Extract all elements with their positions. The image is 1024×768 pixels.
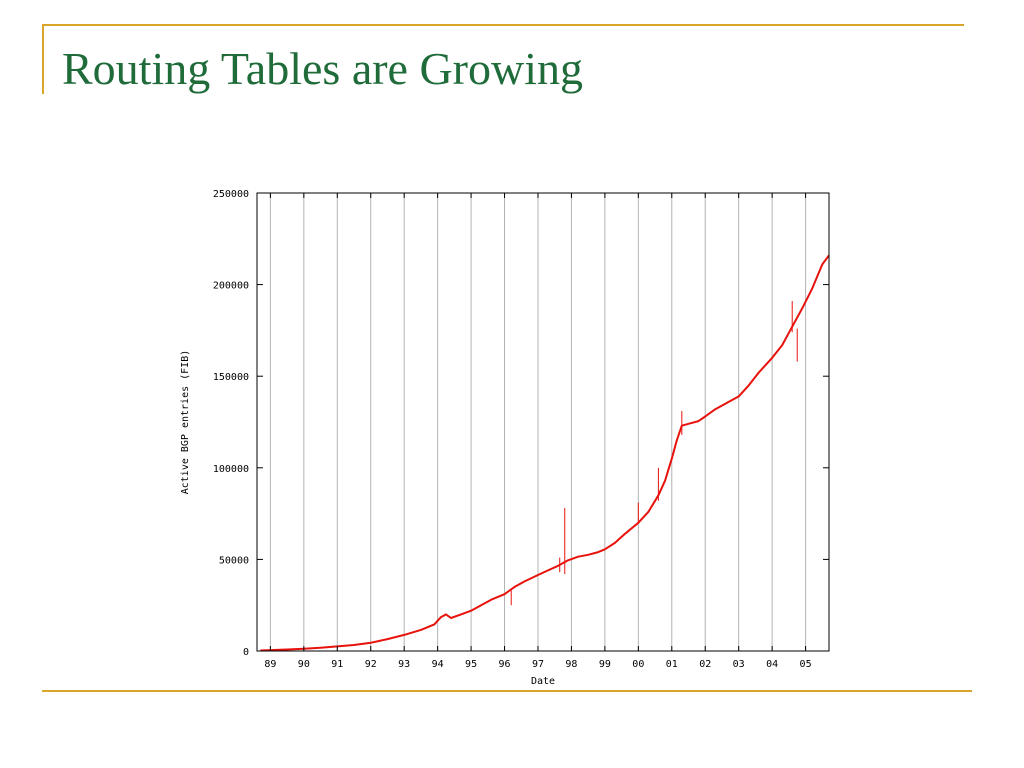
- x-tick-label: 02: [699, 659, 711, 670]
- series-layer: [260, 254, 830, 652]
- x-tick-label: 92: [365, 659, 377, 670]
- y-tick-label: 150000: [213, 372, 249, 383]
- x-tick-labels: 89 90 91 92 93 94 95 96 97 98 99 00 01 02 03 04 05: [264, 659, 811, 670]
- x-tick-label: 03: [733, 659, 745, 670]
- y-tick-label: 100000: [213, 464, 249, 475]
- x-tick-label: 98: [565, 659, 577, 670]
- y-tick-label: 0: [243, 647, 249, 658]
- plot-frame: [256, 192, 830, 652]
- y-axis-title: Active BGP entries (FIB): [180, 350, 191, 495]
- x-tick-label: 95: [465, 659, 477, 670]
- y-tick-label: 200000: [213, 281, 249, 292]
- x-tick-label: 91: [331, 659, 343, 670]
- left-accent-bar: [42, 24, 44, 94]
- top-accent-line: [42, 24, 964, 26]
- x-tick-label: 99: [599, 659, 611, 670]
- tick-marks: [257, 192, 829, 652]
- x-tick-label: 01: [666, 659, 678, 670]
- x-tick-label: 96: [499, 659, 511, 670]
- x-tick-label: 94: [432, 659, 444, 670]
- y-tick-labels: 0 50000 100000 150000 200000 250000: [213, 189, 249, 658]
- x-tick-label: 90: [298, 659, 310, 670]
- x-tick-label: 97: [532, 659, 544, 670]
- x-axis-title: Date: [531, 676, 555, 687]
- series-line: [260, 254, 830, 652]
- y-tick-label: 250000: [213, 189, 249, 200]
- x-tick-label: 93: [398, 659, 410, 670]
- x-tick-label: 05: [800, 659, 812, 670]
- bottom-accent-line: [42, 690, 972, 692]
- x-tick-label: 04: [766, 659, 778, 670]
- x-tick-label: 89: [264, 659, 276, 670]
- grid-lines: [269, 193, 807, 651]
- x-tick-label: 00: [632, 659, 644, 670]
- slide-title: Routing Tables are Growing: [62, 43, 584, 94]
- y-tick-label: 50000: [219, 555, 249, 566]
